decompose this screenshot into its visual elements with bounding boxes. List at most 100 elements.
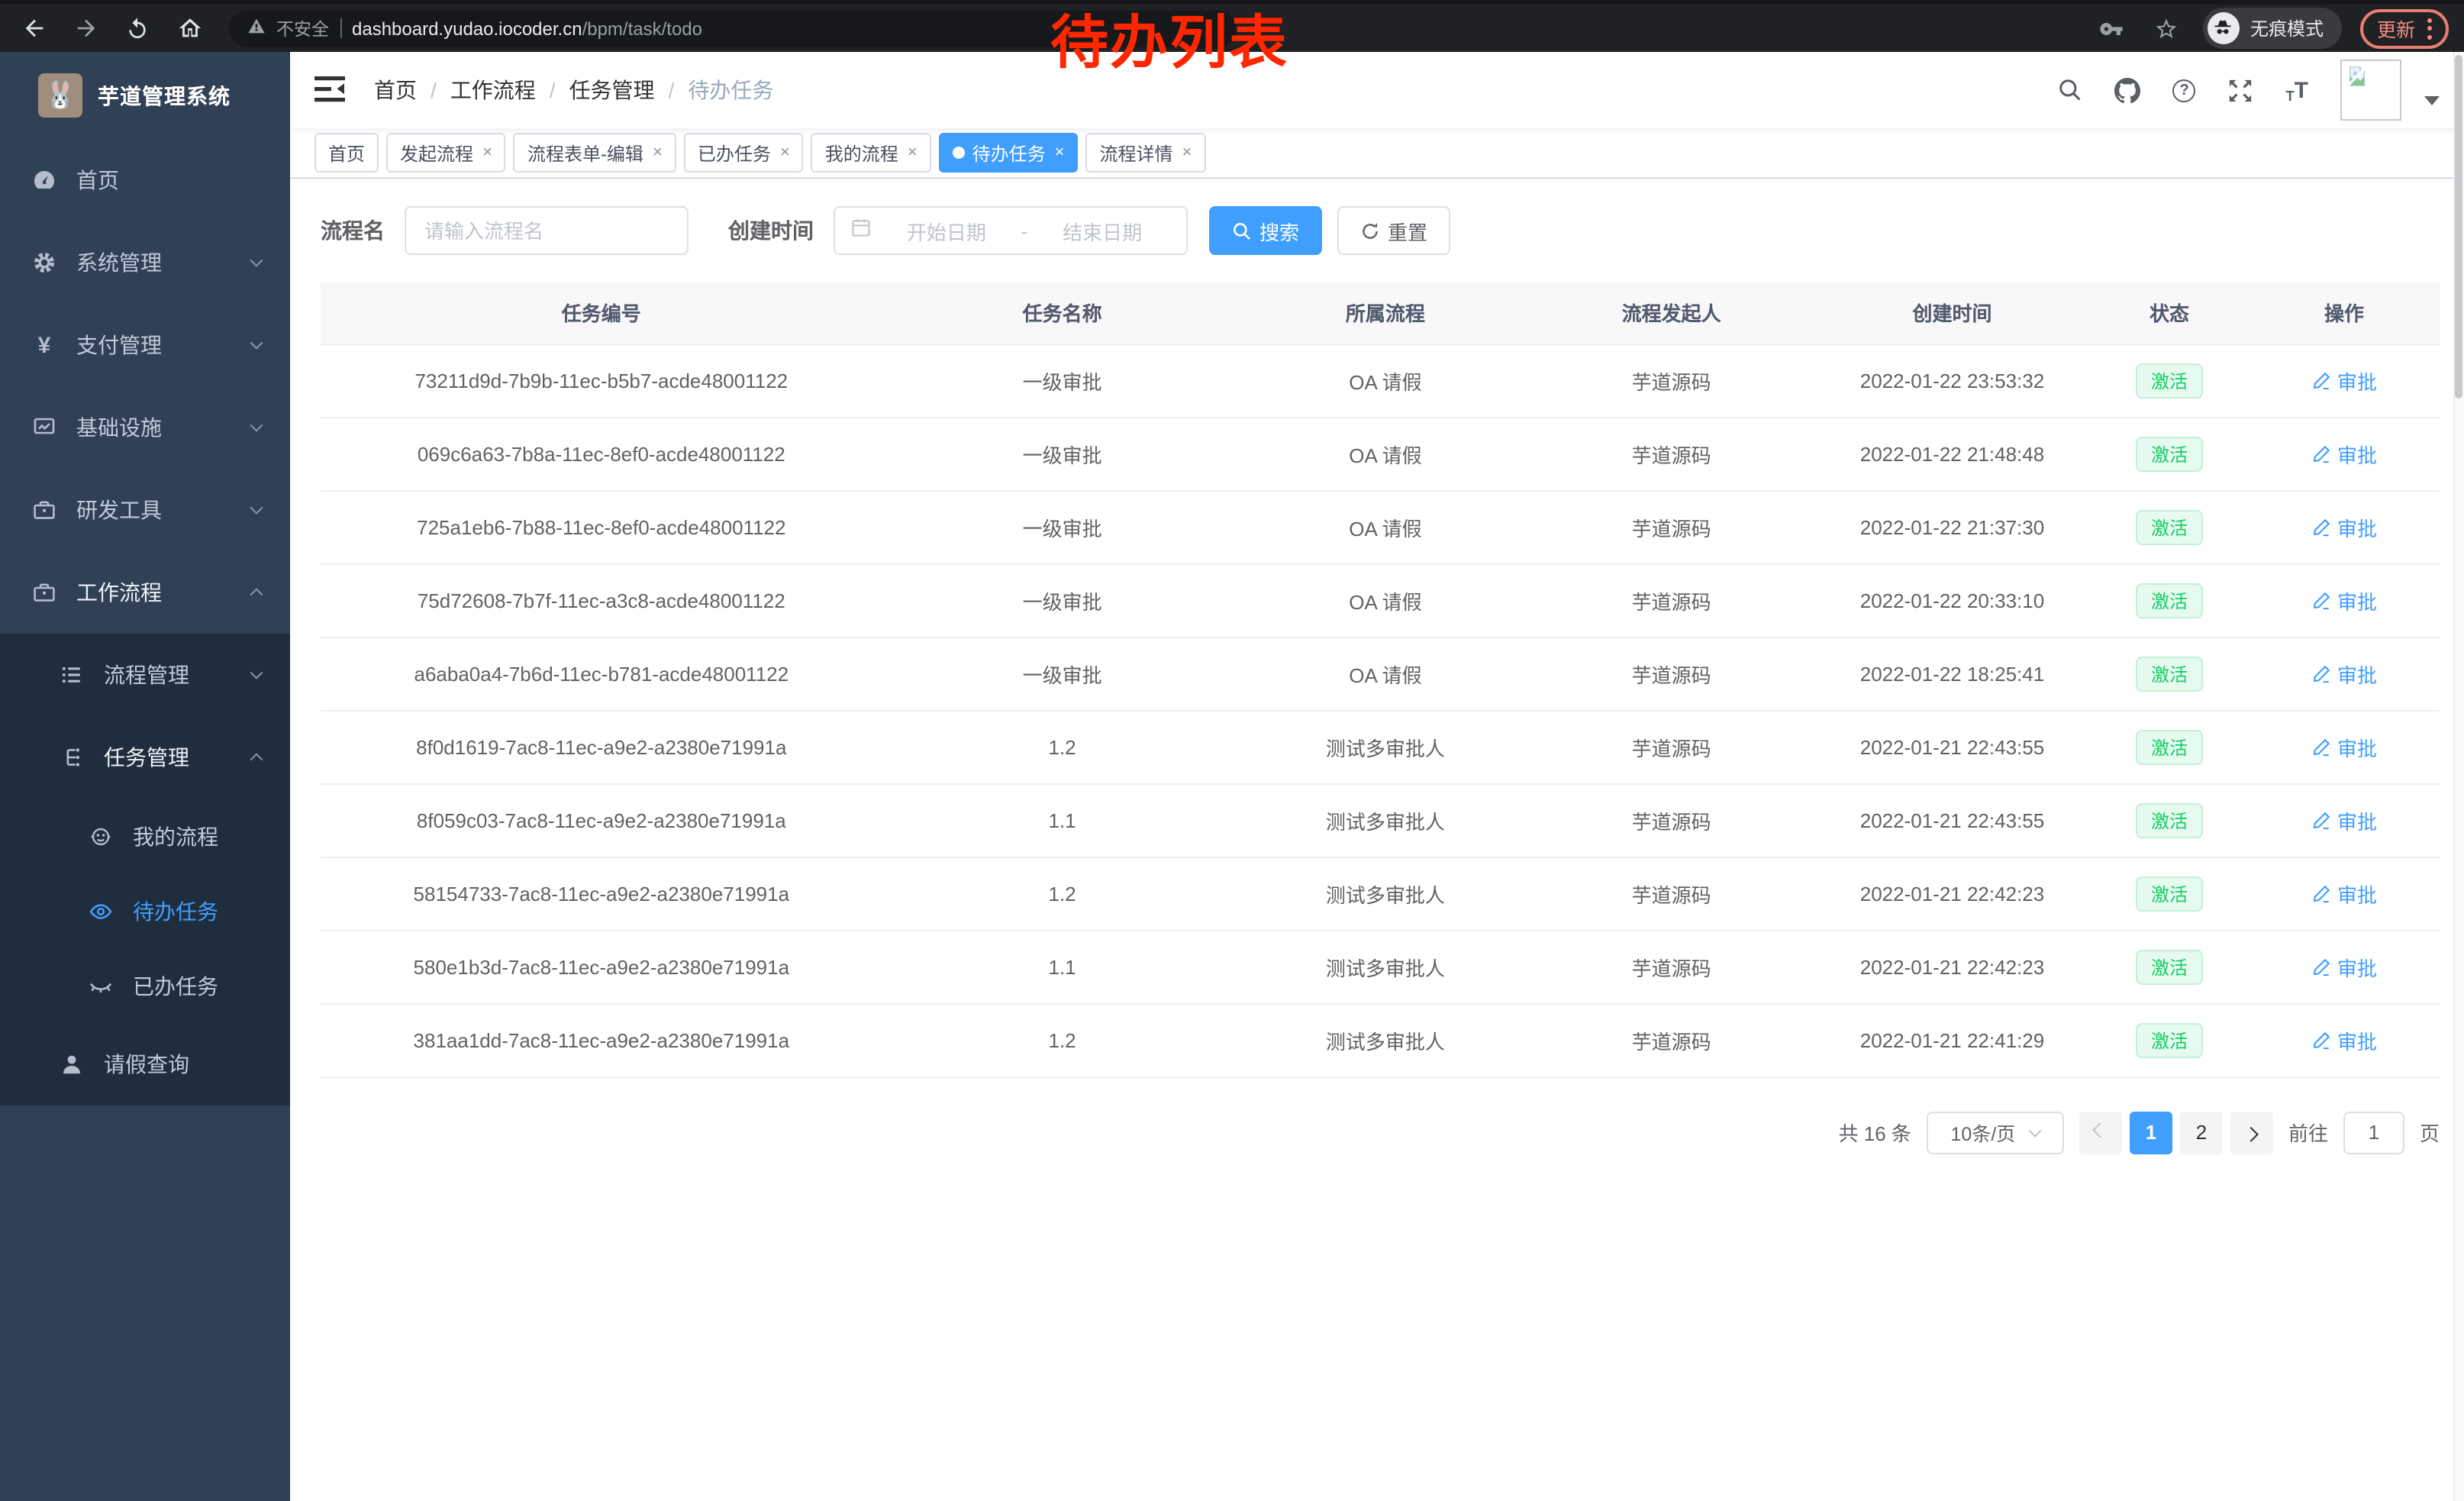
breadcrumb-home[interactable]: 首页 — [374, 78, 417, 102]
chevron-down-icon — [2028, 1123, 2042, 1137]
edit-icon — [2313, 957, 2330, 976]
refresh-icon — [1363, 221, 1378, 238]
approve-button[interactable]: 审批 — [2311, 805, 2377, 834]
browser-menu-icon[interactable] — [2427, 18, 2432, 39]
avatar[interactable] — [2340, 60, 2401, 121]
approve-button[interactable]: 审批 — [2311, 366, 2377, 395]
sidebar-item-todo-tasks[interactable]: 待办任务 — [0, 873, 290, 948]
sidebar-item-payment[interactable]: ¥ 支付管理 — [0, 304, 290, 386]
table-row: 381aa1dd-7ac8-11ec-a9e2-a2380e71991a 1.2… — [321, 1003, 2440, 1077]
tag-todo-tasks[interactable]: 待办任务 × — [938, 133, 1079, 173]
col-actions: 操作 — [2249, 282, 2440, 344]
col-status: 状态 — [2089, 282, 2250, 344]
close-icon[interactable]: × — [482, 144, 492, 162]
approve-button[interactable]: 审批 — [2311, 1025, 2377, 1054]
reload-icon[interactable] — [119, 10, 156, 47]
col-process: 所属流程 — [1242, 282, 1529, 344]
tag-home[interactable]: 首页 — [314, 133, 379, 173]
github-icon[interactable] — [2114, 77, 2141, 103]
date-range-picker[interactable]: 开始日期 - 结束日期 — [834, 206, 1188, 255]
briefcase-icon — [32, 580, 56, 605]
table-row: 725a1eb6-7b88-11ec-8ef0-acde48001122 一级审… — [321, 490, 2440, 564]
back-icon[interactable] — [15, 10, 52, 47]
process-name-input[interactable] — [405, 206, 689, 255]
fullscreen-icon[interactable] — [2228, 77, 2254, 103]
sidebar-collapse-icon[interactable] — [314, 76, 348, 104]
update-button[interactable]: 更新 — [2359, 8, 2449, 48]
help-icon[interactable]: ? — [2172, 79, 2196, 102]
sidebar-item-home[interactable]: 首页 — [0, 139, 290, 221]
search-icon[interactable] — [2059, 78, 2083, 102]
scrollbar-thumb[interactable] — [2455, 55, 2462, 399]
goto-page-input[interactable] — [2343, 1111, 2404, 1154]
url-separator — [340, 18, 341, 38]
sidebar-item-leave-query[interactable]: 请假查询 — [0, 1023, 290, 1106]
monitor-icon — [32, 415, 56, 440]
page-2-button[interactable]: 2 — [2179, 1111, 2223, 1154]
eye-closed-icon — [89, 973, 113, 998]
page-1-button[interactable]: 1 — [2129, 1111, 2172, 1154]
start-date-placeholder: 开始日期 — [906, 221, 986, 244]
star-icon[interactable] — [2148, 10, 2185, 47]
tag-form-edit[interactable]: 流程表单-编辑 × — [513, 133, 676, 173]
approve-button[interactable]: 审批 — [2311, 732, 2377, 761]
status-badge: 激活 — [2135, 583, 2203, 618]
breadcrumb-task-management[interactable]: 任务管理 — [569, 78, 655, 102]
chevron-down-icon — [250, 253, 263, 267]
status-badge: 激活 — [2135, 876, 2203, 911]
approve-button[interactable]: 审批 — [2311, 586, 2377, 615]
pagination: 共 16 条 10条/页 1 2 前往 页 — [321, 1111, 2440, 1154]
address-bar[interactable]: 不安全 dashboard.yudao.iocoder.cn/bpm/task/… — [229, 10, 1237, 47]
sidebar-item-system[interactable]: 系统管理 — [0, 221, 290, 304]
approve-button[interactable]: 审批 — [2311, 879, 2377, 908]
goto-unit-label: 页 — [2419, 1122, 2440, 1145]
sidebar-item-done-tasks[interactable]: 已办任务 — [0, 948, 290, 1023]
broken-image-icon — [2346, 66, 2368, 87]
url-path: /bpm/task/todo — [582, 18, 702, 39]
close-icon[interactable]: × — [907, 144, 918, 162]
sidebar-item-process-management[interactable]: 流程管理 — [0, 634, 290, 716]
tag-my-process[interactable]: 我的流程 × — [811, 133, 931, 173]
chevron-down-icon — [250, 418, 263, 432]
tree-icon — [60, 745, 84, 770]
sidebar-menu: 首页 系统管理 ¥ 支付管理 — [0, 139, 290, 1501]
edit-icon — [2313, 1031, 2330, 1049]
sidebar-item-infra[interactable]: 基础设施 — [0, 386, 290, 469]
table-row: 069c6a63-7b8a-11ec-8ef0-acde48001122 一级审… — [321, 417, 2440, 491]
sidebar-item-task-management[interactable]: 任务管理 — [0, 716, 290, 799]
approve-button[interactable]: 审批 — [2311, 439, 2377, 468]
breadcrumb-workflow[interactable]: 工作流程 — [450, 78, 536, 102]
sidebar: 🐰 芋道管理系统 首页 系统管理 ¥ — [0, 52, 290, 1501]
page-size-select[interactable]: 10条/页 — [1926, 1111, 2064, 1154]
sidebar-item-workflow[interactable]: 工作流程 — [0, 551, 290, 634]
next-page-button[interactable] — [2230, 1111, 2273, 1154]
app-logo: 🐰 芋道管理系统 — [0, 52, 290, 139]
reset-button[interactable]: 重置 — [1337, 206, 1451, 255]
prev-page-button[interactable] — [2079, 1111, 2122, 1154]
tag-done-tasks[interactable]: 已办任务 × — [683, 133, 804, 173]
chevron-down-icon — [250, 336, 263, 350]
search-button[interactable]: 搜索 — [1209, 206, 1323, 255]
chevron-down-icon — [250, 666, 263, 679]
edit-icon — [2313, 591, 2330, 609]
home-icon[interactable] — [171, 10, 208, 47]
security-label: 不安全 — [276, 21, 329, 39]
sidebar-item-my-process[interactable]: 我的流程 — [0, 799, 290, 873]
key-icon[interactable] — [2093, 10, 2130, 47]
tag-process-detail[interactable]: 流程详情 × — [1085, 133, 1206, 173]
close-icon[interactable]: × — [652, 144, 663, 162]
caret-down-icon[interactable] — [2424, 96, 2440, 105]
approve-button[interactable]: 审批 — [2311, 512, 2377, 541]
person-icon — [60, 1052, 84, 1077]
approve-button[interactable]: 审批 — [2311, 952, 2377, 981]
tag-start-process[interactable]: 发起流程 × — [386, 133, 506, 173]
forward-icon[interactable] — [67, 10, 104, 47]
approve-button[interactable]: 审批 — [2311, 659, 2377, 688]
sidebar-item-devtools[interactable]: 研发工具 — [0, 469, 290, 551]
close-icon[interactable]: × — [779, 144, 790, 162]
close-icon[interactable]: × — [1054, 144, 1065, 162]
close-icon[interactable]: × — [1182, 144, 1192, 162]
incognito-badge: 无痕模式 — [2202, 8, 2342, 49]
search-form: 流程名 创建时间 开始日期 - 结束日期 搜索 — [321, 206, 2440, 255]
